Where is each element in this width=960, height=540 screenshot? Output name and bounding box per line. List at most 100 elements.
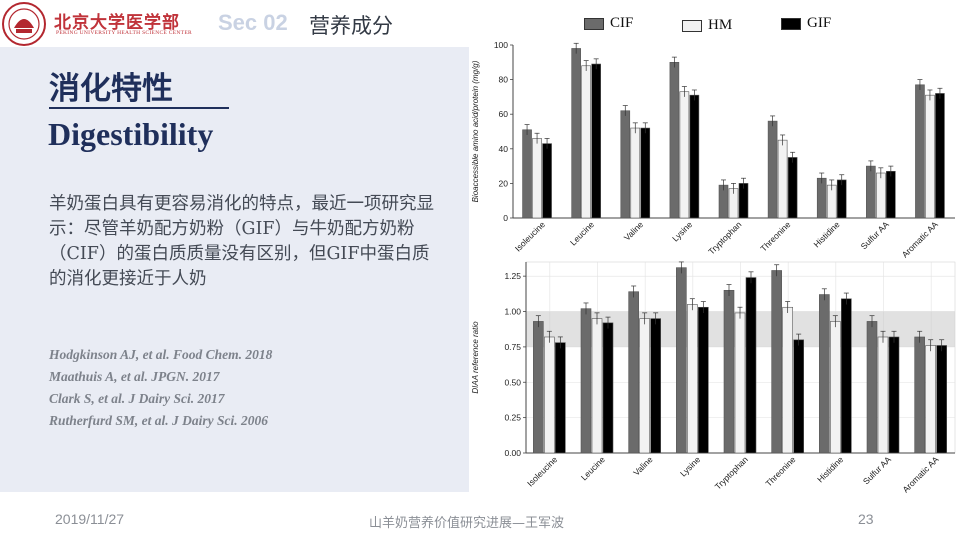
- bar-gif: [698, 306, 709, 454]
- body-paragraph: 羊奶蛋白具有更容易消化的特点，最近一项研究显示：尽管羊奶配方奶粉（GIF）与牛奶…: [49, 194, 434, 289]
- category-label: Aromatic AA: [900, 454, 940, 494]
- legend-item-cif: CIF: [584, 15, 633, 32]
- bar-hm: [734, 312, 746, 454]
- y-tick-label: 1.00: [504, 307, 521, 317]
- bar-cif: [571, 48, 581, 219]
- bar-hm: [591, 318, 603, 454]
- slide-title-en: Digestibility: [48, 116, 214, 152]
- reference-item: Hodgkinson AJ, et al. Food Chem. 2018: [49, 347, 273, 362]
- y-axis-label: Bioaccessible amino acid/protein (mg/g): [471, 60, 480, 202]
- content-panel: [0, 47, 469, 492]
- y-tick-label: 60: [499, 109, 509, 119]
- category-label: Lysine: [678, 454, 702, 478]
- legend-label: CIF: [610, 15, 634, 31]
- bar-gif: [555, 342, 566, 454]
- category-label: Valine: [631, 454, 655, 478]
- legend-label: HM: [708, 17, 733, 33]
- bar-hm: [687, 304, 698, 454]
- y-tick-label: 1.25: [504, 271, 521, 281]
- y-tick-label: 0.50: [504, 377, 521, 387]
- bar-hm: [876, 172, 886, 219]
- footer-title: 山羊奶营养价值研究进展—王军波: [369, 516, 565, 531]
- y-axis-label: DIAA reference ratio: [471, 321, 480, 394]
- legend-swatch: [682, 19, 702, 32]
- reference-item: Clark S, et al. J Dairy Sci. 2017: [49, 391, 225, 406]
- legend-item-gif: GIF: [781, 15, 831, 32]
- category-label: Histidine: [812, 219, 842, 249]
- bar-hm: [544, 336, 555, 454]
- bar-cif: [620, 110, 631, 219]
- category-label: Sulfur AA: [859, 219, 891, 251]
- bar-hm: [925, 345, 936, 454]
- bar-gif: [935, 93, 945, 219]
- bar-gif: [689, 94, 700, 219]
- bar-gif: [591, 63, 601, 219]
- chart-diaa-ratio: 0.00 0.25 0.50 0.75 1.00 1.25 DIAA reference r…: [471, 261, 956, 494]
- category-label: Threonine: [758, 219, 792, 253]
- legend-item-hm: HM: [682, 17, 732, 34]
- logo-subtext: PEKING UNIVERSITY HEALTH SCIENCE CENTER: [56, 30, 192, 36]
- y-tick-label: 20: [499, 178, 509, 188]
- bar-cif: [723, 289, 735, 454]
- bar-gif: [888, 336, 900, 454]
- legend-swatch: [584, 17, 604, 30]
- bar-gif: [650, 318, 661, 454]
- category-label: Tryptophan: [706, 219, 743, 256]
- bar-gif: [640, 127, 651, 219]
- bar-hm: [777, 139, 788, 219]
- university-logo: [2, 2, 46, 46]
- category-label: Isoleucine: [525, 454, 559, 488]
- y-tick-label: 100: [494, 40, 508, 50]
- bar-hm: [581, 65, 591, 219]
- category-label: Leucine: [579, 454, 607, 482]
- bar-gif: [602, 322, 614, 454]
- y-tick-label: 0.75: [504, 342, 521, 352]
- slide-title-cn: 消化特性: [49, 71, 173, 107]
- category-label: Lysine: [670, 219, 694, 243]
- category-label: Tryptophan: [713, 454, 750, 491]
- bar-cif: [771, 270, 782, 454]
- chart-bioaccessible: 0 20 40 60 80 100 Bioaccessible amino acid/pro…: [471, 40, 955, 259]
- bar-gif: [787, 157, 798, 219]
- bar-cif: [522, 129, 532, 219]
- bar-cif: [676, 267, 687, 454]
- bar-cif: [914, 336, 925, 454]
- footer-date: 2019/11/27: [55, 511, 125, 527]
- bar-cif: [533, 321, 544, 454]
- bar-hm: [532, 138, 542, 219]
- category-label: Leucine: [568, 219, 596, 247]
- y-tick-label: 0: [503, 213, 508, 223]
- bar-cif: [819, 294, 830, 454]
- bar-cif: [580, 308, 592, 454]
- title-divider: [49, 107, 229, 109]
- bar-gif: [542, 143, 552, 219]
- bar-gif: [841, 298, 852, 454]
- reference-item: Maathuis A, et al. JPGN. 2017: [49, 369, 220, 384]
- bar-hm: [782, 306, 793, 454]
- references: Hodgkinson AJ, et al. Food Chem. 2018 Ma…: [49, 347, 272, 435]
- page-number: 23: [858, 511, 874, 527]
- section-number: Sec 02: [218, 10, 288, 35]
- section-title: 营养成分: [309, 14, 393, 38]
- category-label: Valine: [622, 219, 646, 243]
- y-tick-label: 80: [499, 75, 509, 85]
- category-label: Sulfur AA: [861, 454, 893, 486]
- bar-cif: [866, 165, 876, 219]
- bar-hm: [830, 321, 841, 454]
- legend-label: GIF: [807, 15, 832, 31]
- bar-hm: [679, 91, 690, 219]
- bar-cif: [816, 177, 827, 219]
- bar-hm: [630, 127, 641, 219]
- category-label: Histidine: [815, 454, 845, 484]
- reference-item: Rutherfurd SM, et al. J Dairy Sci. 2006: [49, 413, 269, 428]
- bar-hm: [877, 336, 889, 454]
- bar-gif: [836, 179, 847, 219]
- logo-text: 北京大学医学部: [54, 13, 180, 33]
- category-label: Threonine: [763, 454, 797, 488]
- category-label: Aromatic AA: [900, 219, 940, 259]
- bar-gif: [745, 277, 757, 454]
- bar-gif: [886, 170, 896, 219]
- bar-cif: [669, 61, 680, 219]
- legend-swatch: [781, 17, 801, 30]
